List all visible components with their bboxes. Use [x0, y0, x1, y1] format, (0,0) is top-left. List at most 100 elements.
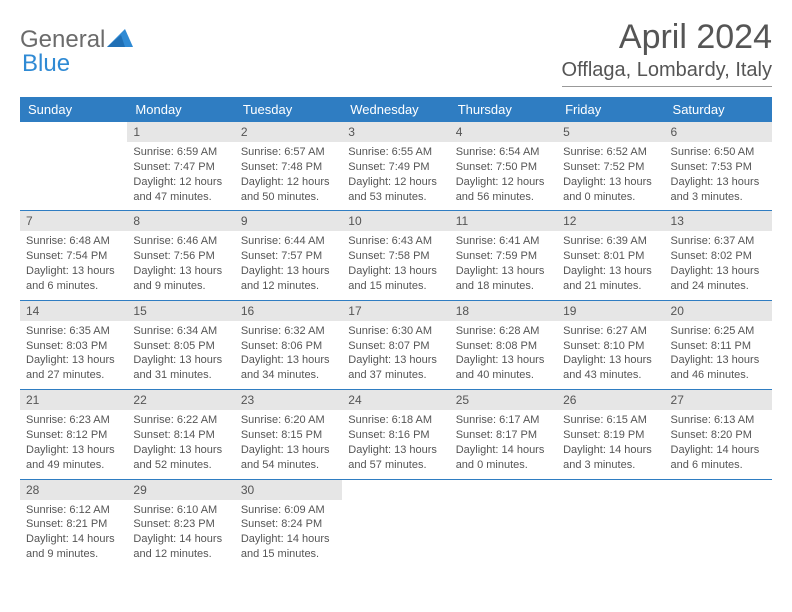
calendar-day-cell: 19 Sunrise: 6:27 AM Sunset: 8:10 PM Dayligh…	[557, 300, 664, 389]
sunrise-line: Sunrise: 6:46 AM	[133, 235, 217, 247]
daylight-line: Daylight: 13 hours and 43 minutes.	[563, 354, 652, 381]
day-details: Sunrise: 6:18 AMSunset: 8:16 PMDaylight:…	[342, 410, 449, 478]
day-number: 16	[235, 301, 342, 321]
calendar-day-cell: 10Sunrise: 6:43 AMSunset: 7:58 PMDayligh…	[342, 211, 449, 300]
sunset-line: Sunset: 8:23 PM	[133, 518, 214, 530]
calendar-day-cell: 5Sunrise: 6:52 AMSunset: 7:52 PMDaylight…	[557, 122, 664, 211]
day-number: 27	[665, 390, 772, 410]
day-number: 19	[557, 301, 664, 321]
calendar-day-cell: 29Sunrise: 6:10 AMSunset: 8:23 PMDayligh…	[127, 479, 234, 568]
weekday-header: Saturday	[665, 97, 772, 122]
sunset-line: Sunset: 8:12 PM	[26, 429, 107, 441]
calendar-week-row: 28Sunrise: 6:12 AMSunset: 8:21 PMDayligh…	[20, 479, 772, 568]
sunset-line: Sunset: 8:11 PM	[671, 340, 752, 352]
sunset-line: Sunset: 8:17 PM	[456, 429, 537, 441]
daylight-line: Daylight: 13 hours and 49 minutes.	[26, 444, 115, 471]
calendar-day-cell: 18Sunrise: 6:28 AMSunset: 8:08 PMDayligh…	[450, 300, 557, 389]
sunrise-line: Sunrise: 6:44 AM	[241, 235, 325, 247]
sunrise-line: Sunrise: 6:35 AM	[26, 325, 110, 337]
daylight-line: Daylight: 13 hours and 46 minutes.	[671, 354, 760, 381]
daylight-line: Daylight: 13 hours and 9 minutes.	[133, 265, 222, 292]
day-number: 5	[557, 122, 664, 142]
calendar-day-cell: 14Sunrise: 6:35 AMSunset: 8:03 PMDayligh…	[20, 300, 127, 389]
sunrise-line: Sunrise: 6:23 AM	[26, 414, 110, 426]
calendar-day-cell	[557, 479, 664, 568]
day-number: 30	[235, 480, 342, 500]
daylight-line: Daylight: 13 hours and 12 minutes.	[241, 265, 330, 292]
day-number: 26	[557, 390, 664, 410]
day-details: Sunrise: 6:12 AMSunset: 8:21 PMDaylight:…	[20, 500, 127, 568]
calendar-day-cell: 3Sunrise: 6:55 AMSunset: 7:49 PMDaylight…	[342, 122, 449, 211]
day-details: Sunrise: 6:46 AMSunset: 7:56 PMDaylight:…	[127, 231, 234, 299]
daylight-line: Daylight: 13 hours and 6 minutes.	[26, 265, 115, 292]
calendar-day-cell: 23Sunrise: 6:20 AMSunset: 8:15 PMDayligh…	[235, 390, 342, 479]
day-number: 10	[342, 211, 449, 231]
calendar-week-row: 14Sunrise: 6:35 AMSunset: 8:03 PMDayligh…	[20, 300, 772, 389]
calendar-day-cell: 28Sunrise: 6:12 AMSunset: 8:21 PMDayligh…	[20, 479, 127, 568]
day-details: Sunrise: 6:50 AMSunset: 7:53 PMDaylight:…	[665, 142, 772, 210]
sunset-line: Sunset: 7:58 PM	[348, 250, 429, 262]
sunset-line: Sunset: 7:53 PM	[671, 161, 752, 173]
day-number: 9	[235, 211, 342, 231]
sunrise-line: Sunrise: 6:12 AM	[26, 504, 110, 516]
sunrise-line: Sunrise: 6:34 AM	[133, 325, 217, 337]
weekday-header: Tuesday	[235, 97, 342, 122]
calendar-day-cell: 11Sunrise: 6:41 AMSunset: 7:59 PMDayligh…	[450, 211, 557, 300]
daylight-line: Daylight: 14 hours and 15 minutes.	[241, 533, 330, 560]
weekday-header: Friday	[557, 97, 664, 122]
calendar-day-cell: 6Sunrise: 6:50 AMSunset: 7:53 PMDaylight…	[665, 122, 772, 211]
sunrise-line: Sunrise: 6:37 AM	[671, 235, 755, 247]
daylight-line: Daylight: 12 hours and 47 minutes.	[133, 176, 222, 203]
day-number: 20	[665, 301, 772, 321]
sunrise-line: Sunrise: 6:27 AM	[563, 325, 647, 337]
day-number: 1	[127, 122, 234, 142]
sunrise-line: Sunrise: 6:15 AM	[563, 414, 647, 426]
weekday-header: Monday	[127, 97, 234, 122]
day-number: 14	[20, 301, 127, 321]
daylight-line: Daylight: 13 hours and 15 minutes.	[348, 265, 437, 292]
weekday-header: Thursday	[450, 97, 557, 122]
calendar-day-cell: 20Sunrise: 6:25 AMSunset: 8:11 PMDayligh…	[665, 300, 772, 389]
sunrise-line: Sunrise: 6:22 AM	[133, 414, 217, 426]
sunset-line: Sunset: 7:52 PM	[563, 161, 644, 173]
day-details: Sunrise: 6:32 AMSunset: 8:06 PMDaylight:…	[235, 321, 342, 389]
daylight-line: Daylight: 13 hours and 31 minutes.	[133, 354, 222, 381]
calendar-day-cell: 26Sunrise: 6:15 AMSunset: 8:19 PMDayligh…	[557, 390, 664, 479]
sunset-line: Sunset: 8:10 PM	[563, 340, 644, 352]
daylight-line: Daylight: 13 hours and 18 minutes.	[456, 265, 545, 292]
day-number: 3	[342, 122, 449, 142]
daylight-line: Daylight: 13 hours and 3 minutes.	[671, 176, 760, 203]
day-number: 18	[450, 301, 557, 321]
day-details: Sunrise: 6:23 AM Sunset: 8:12 PM Daylight:…	[20, 410, 127, 478]
sunset-line: Sunset: 8:15 PM	[241, 429, 322, 441]
day-details: Sunrise: 6:37 AMSunset: 8:02 PMDaylight:…	[665, 231, 772, 299]
calendar-day-cell: 24Sunrise: 6:18 AMSunset: 8:16 PMDayligh…	[342, 390, 449, 479]
day-number: 25	[450, 390, 557, 410]
day-details: Sunrise: 6:10 AMSunset: 8:23 PMDaylight:…	[127, 500, 234, 568]
day-details: Sunrise: 6:15 AMSunset: 8:19 PMDaylight:…	[557, 410, 664, 478]
sunrise-line: Sunrise: 6:39 AM	[563, 235, 647, 247]
sunrise-line: Sunrise: 6:52 AM	[563, 146, 647, 158]
day-number: 17	[342, 301, 449, 321]
sunset-line: Sunset: 8:05 PM	[133, 340, 214, 352]
sunrise-line: Sunrise: 6:59 AM	[133, 146, 217, 158]
day-number: 15	[127, 301, 234, 321]
sunrise-line: Sunrise: 6:18 AM	[348, 414, 432, 426]
sunrise-line: Sunrise: 6:41 AM	[456, 235, 540, 247]
triangle-icon	[107, 27, 133, 54]
sunrise-line: Sunrise: 6:30 AM	[348, 325, 432, 337]
daylight-line: Daylight: 13 hours and 40 minutes.	[456, 354, 545, 381]
daylight-line: Daylight: 13 hours and 24 minutes.	[671, 265, 760, 292]
daylight-line: Daylight: 13 hours and 37 minutes.	[348, 354, 437, 381]
weekday-header: Wednesday	[342, 97, 449, 122]
weekday-header-row: Sunday Monday Tuesday Wednesday Thursday…	[20, 97, 772, 122]
day-details: Sunrise: 6:13 AMSunset: 8:20 PMDaylight:…	[665, 410, 772, 478]
daylight-line: Daylight: 13 hours and 34 minutes.	[241, 354, 330, 381]
calendar-day-cell: 22Sunrise: 6:22 AMSunset: 8:14 PMDayligh…	[127, 390, 234, 479]
daylight-line: Daylight: 14 hours and 9 minutes.	[26, 533, 115, 560]
day-details: Sunrise: 6:57 AMSunset: 7:48 PMDaylight:…	[235, 142, 342, 210]
calendar-day-cell: 9Sunrise: 6:44 AMSunset: 7:57 PMDaylight…	[235, 211, 342, 300]
day-details: Sunrise: 6:09 AMSunset: 8:24 PMDaylight:…	[235, 500, 342, 568]
calendar-week-row: 21Sunrise: 6:23 AMSunset: 8:12 PMDayligh…	[20, 390, 772, 479]
day-details: Sunrise: 6:27 AM Sunset: 8:10 PM Daylight:…	[557, 321, 664, 389]
